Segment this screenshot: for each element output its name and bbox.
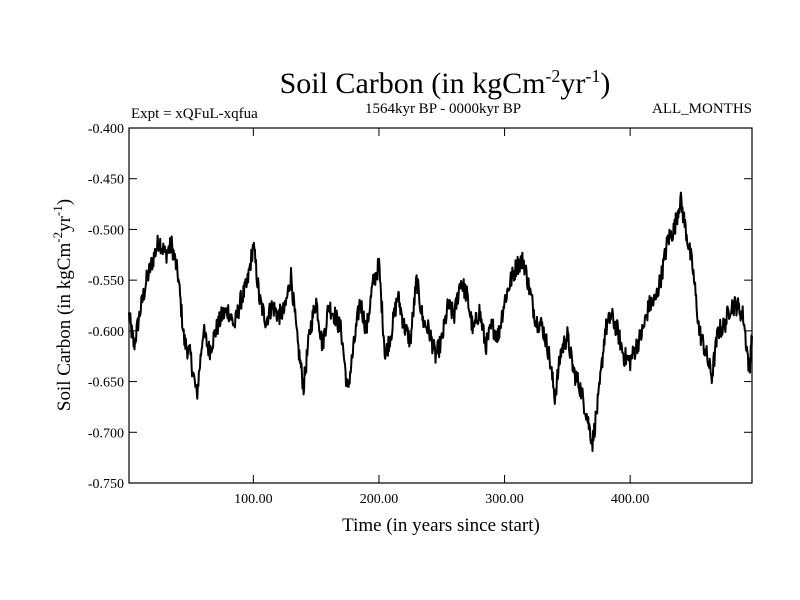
plot-frame — [128, 127, 753, 484]
y-tick-label: -0.750 — [88, 477, 124, 492]
chart-title-mid: yr — [560, 67, 585, 100]
y-tick-label: -0.700 — [88, 426, 124, 441]
y-axis-label-sup2: -1 — [50, 205, 65, 216]
y-axis-label-sup1: -2 — [50, 232, 65, 243]
chart-title-sup2: -1 — [585, 66, 600, 86]
y-axis-ticks: -0.400 -0.450 -0.500 -0.550 -0.600 -0.650 -0.7… — [88, 122, 752, 492]
chart-title-end: ) — [600, 67, 610, 100]
y-tick-label: -0.550 — [88, 274, 124, 289]
x-tick-label: 300.00 — [485, 492, 524, 507]
y-tick-label: -0.650 — [88, 376, 124, 391]
x-axis-ticks: 100.00 200.00 300.00 400.00 — [234, 128, 649, 507]
soil-carbon-series-line — [128, 191, 753, 452]
y-tick-label: -0.500 — [88, 223, 124, 238]
chart-title: Soil Carbon (in kgCm-2yr-1) — [280, 66, 611, 100]
x-axis-label: Time (in years since start) — [342, 515, 540, 536]
experiment-label: Expt = xQFuL-xqfua — [131, 106, 258, 122]
chart-title-main: Soil Carbon (in kgCm — [280, 67, 546, 100]
y-axis-label-mid: yr — [54, 215, 75, 232]
y-tick-label: -0.600 — [88, 325, 124, 340]
x-tick-label: 200.00 — [360, 492, 399, 507]
y-axis-label-main: Soil Carbon (in kgCm — [54, 243, 75, 412]
y-tick-label: -0.400 — [88, 122, 124, 137]
chart-title-sup1: -2 — [545, 66, 560, 86]
y-axis-label: Soil Carbon (in kgCm-2yr-1) — [50, 199, 75, 411]
x-tick-label: 400.00 — [611, 492, 650, 507]
season-label: ALL_MONTHS — [652, 101, 752, 117]
x-tick-label: 100.00 — [234, 492, 273, 507]
period-label: 1564kyr BP - 0000kyr BP — [365, 101, 521, 117]
y-tick-label: -0.450 — [88, 173, 124, 188]
y-axis-label-end: ) — [54, 199, 75, 205]
